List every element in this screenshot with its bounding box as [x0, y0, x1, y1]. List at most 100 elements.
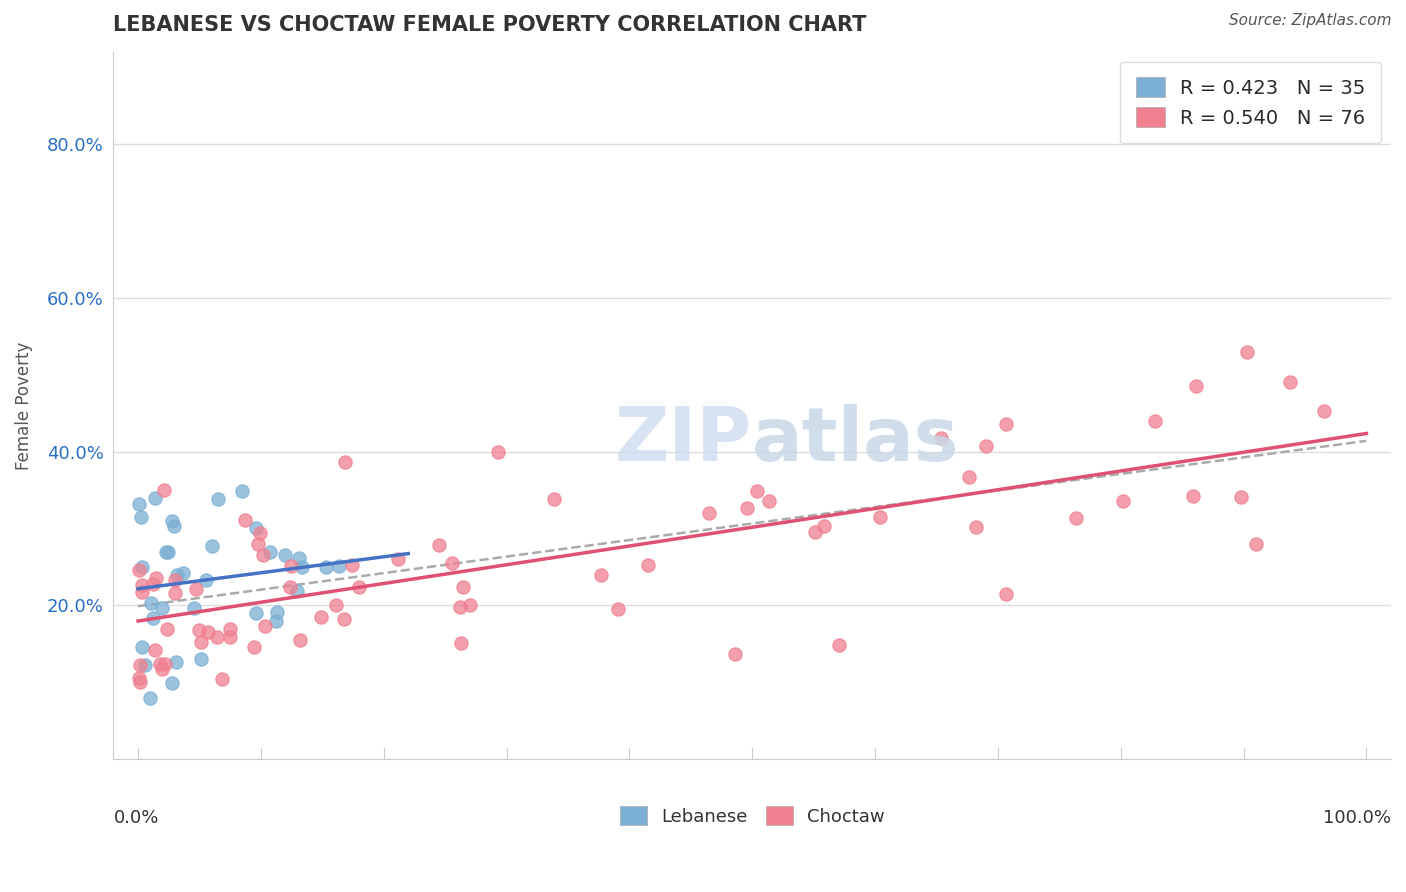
Point	[201, 540, 224, 554]
Point	[347, 580, 370, 594]
Text: Source: ZipAtlas.com: Source: ZipAtlas.com	[1229, 13, 1392, 29]
Point	[335, 455, 357, 469]
Point	[252, 548, 274, 562]
Point	[211, 673, 233, 687]
Point	[309, 609, 332, 624]
Point	[427, 538, 450, 552]
Point	[231, 483, 253, 498]
Point	[156, 545, 179, 559]
Point	[737, 501, 759, 516]
Point	[957, 470, 980, 484]
Point	[150, 601, 173, 615]
Point	[128, 671, 150, 685]
Point	[165, 655, 187, 669]
Point	[333, 612, 356, 626]
Point	[139, 596, 162, 610]
Point	[288, 550, 311, 565]
Point	[134, 658, 156, 673]
Point	[155, 545, 177, 559]
Point	[131, 578, 153, 592]
Text: 0.0%: 0.0%	[114, 808, 159, 827]
Point	[1184, 379, 1206, 393]
Point	[195, 573, 218, 587]
Point	[929, 431, 952, 445]
Point	[869, 509, 891, 524]
Point	[1244, 536, 1267, 550]
Text: atlas: atlas	[752, 404, 960, 477]
Point	[450, 636, 472, 650]
Point	[184, 582, 207, 596]
Point	[1229, 490, 1251, 504]
Point	[1112, 494, 1135, 508]
Point	[243, 640, 266, 654]
Point	[291, 560, 314, 574]
Point	[131, 585, 153, 599]
Point	[197, 624, 219, 639]
Point	[264, 614, 287, 628]
Point	[1279, 375, 1302, 389]
Point	[155, 657, 177, 671]
Point	[328, 558, 350, 573]
Point	[129, 657, 152, 672]
Point	[149, 657, 172, 671]
Point	[1182, 489, 1205, 503]
Point	[142, 577, 165, 591]
Point	[278, 580, 301, 594]
Point	[1236, 344, 1258, 359]
Point	[249, 526, 271, 541]
Point	[1064, 511, 1087, 525]
Point	[233, 512, 256, 526]
Point	[163, 518, 186, 533]
Point	[245, 521, 267, 535]
Point	[129, 675, 152, 690]
Point	[259, 545, 281, 559]
Point	[131, 640, 153, 654]
Point	[205, 630, 228, 644]
Point	[486, 445, 509, 459]
Point	[828, 638, 851, 652]
Text: 100.0%: 100.0%	[1323, 808, 1391, 827]
Text: ZIP: ZIP	[614, 404, 752, 477]
Point	[288, 633, 311, 648]
Text: LEBANESE VS CHOCTAW FEMALE POVERTY CORRELATION CHART: LEBANESE VS CHOCTAW FEMALE POVERTY CORRE…	[114, 15, 868, 35]
Point	[543, 492, 565, 507]
Point	[1313, 404, 1336, 418]
Point	[637, 558, 659, 572]
Point	[285, 584, 308, 599]
Point	[165, 573, 187, 587]
Point	[183, 600, 205, 615]
Point	[589, 567, 612, 582]
Point	[1143, 414, 1166, 428]
Point	[160, 514, 183, 528]
Point	[219, 622, 242, 636]
Point	[188, 623, 211, 637]
Point	[218, 630, 240, 644]
Point	[166, 568, 188, 582]
Point	[315, 560, 337, 574]
Point	[449, 599, 471, 614]
Point	[803, 524, 825, 539]
Point	[813, 518, 835, 533]
Point	[965, 519, 987, 533]
Point	[143, 643, 166, 657]
Point	[190, 652, 212, 666]
Point	[163, 586, 186, 600]
Point	[131, 509, 153, 524]
Point	[160, 676, 183, 690]
Point	[207, 491, 229, 506]
Y-axis label: Female Poverty: Female Poverty	[15, 342, 32, 469]
Point	[441, 556, 464, 570]
Point	[266, 606, 288, 620]
Point	[254, 618, 277, 632]
Point	[150, 662, 173, 676]
Point	[458, 598, 481, 612]
Point	[699, 506, 721, 520]
Point	[976, 440, 998, 454]
Point	[451, 580, 474, 594]
Point	[747, 484, 769, 499]
Point	[325, 598, 347, 612]
Point	[139, 690, 162, 705]
Point	[131, 560, 153, 574]
Point	[145, 571, 167, 585]
Point	[153, 483, 176, 497]
